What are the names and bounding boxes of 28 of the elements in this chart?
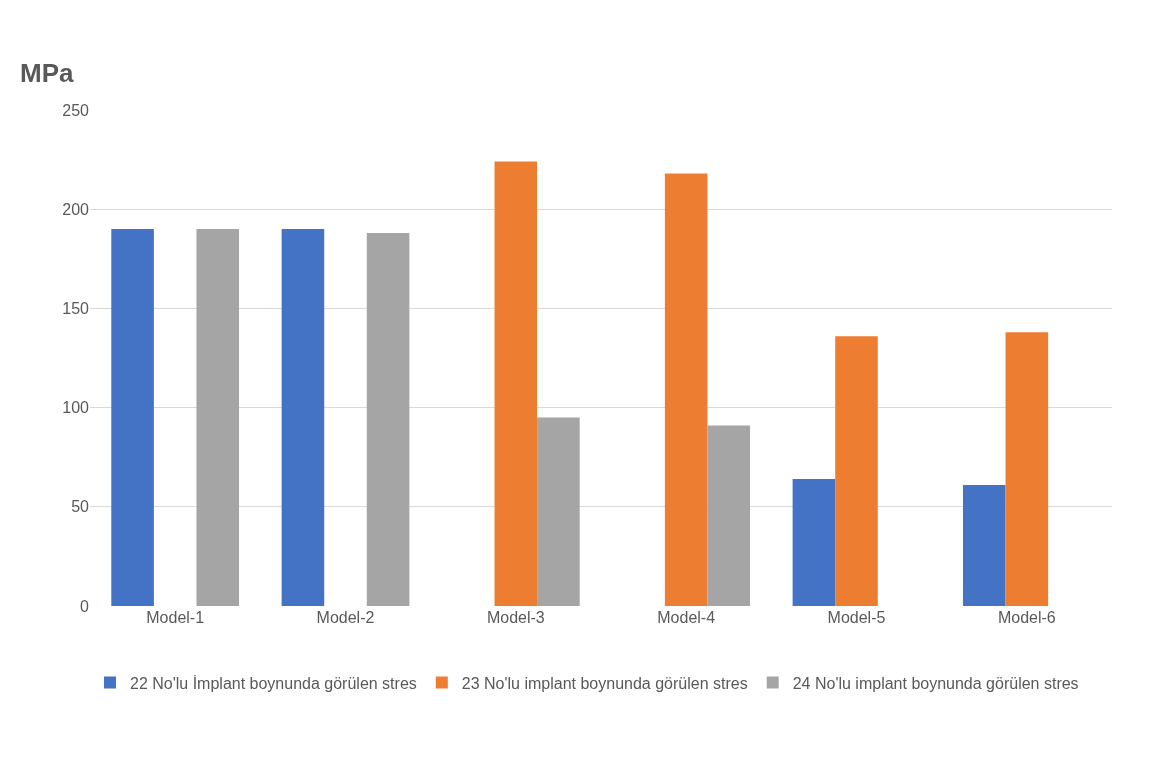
bar xyxy=(792,479,836,606)
x-tick-label: Model-2 xyxy=(316,609,375,626)
x-tick-label: Model-5 xyxy=(827,609,886,626)
bar xyxy=(111,229,154,606)
bar xyxy=(196,229,240,606)
bar xyxy=(664,173,708,606)
y-tick-label: 100 xyxy=(62,399,90,417)
bar xyxy=(835,336,878,606)
y-tick-label: 200 xyxy=(62,200,90,218)
legend-label: 23 No'lu implant boynunda görülen stres xyxy=(461,674,748,692)
y-tick-label: 150 xyxy=(62,300,90,317)
bar xyxy=(281,229,325,606)
x-tick-label: Model-3 xyxy=(486,609,545,626)
legend-label: 22 No'lu İmplant boynunda görülen stres xyxy=(130,673,417,692)
x-tick-label: Model-4 xyxy=(657,609,716,626)
y-tick-label: 250 xyxy=(62,101,90,119)
x-tick-label: Model-6 xyxy=(997,609,1056,626)
bar xyxy=(537,417,580,606)
bar xyxy=(494,161,538,606)
bar xyxy=(1005,332,1049,606)
y-tick-label: 0 xyxy=(80,597,90,615)
y-axis-title: MPa xyxy=(20,58,74,88)
bar xyxy=(962,484,1006,606)
bar xyxy=(366,233,410,606)
x-tick-label: Model-1 xyxy=(146,609,205,626)
legend-label: 24 No'lu implant boynunda görülen stres xyxy=(792,674,1079,692)
y-tick-label: 50 xyxy=(71,498,90,516)
bar xyxy=(707,425,751,606)
